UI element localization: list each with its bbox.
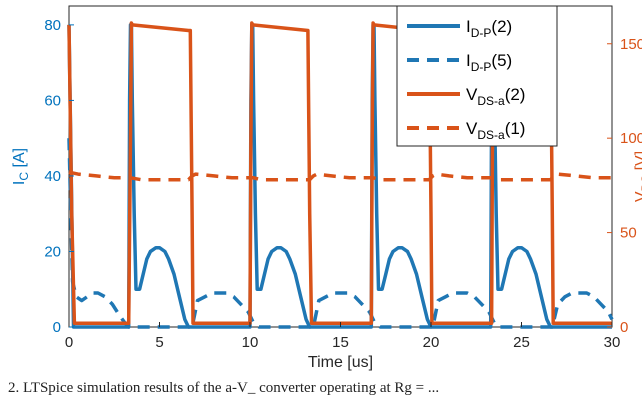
- left-y-tick-label: 80: [44, 17, 61, 34]
- right-y-tick-label: 100: [620, 130, 642, 147]
- x-tick-label: 30: [604, 334, 621, 351]
- legend-entry-id-p-5: ID-P(5): [407, 51, 512, 74]
- legend-label-id-p-2: ID-P(2): [466, 17, 512, 40]
- x-tick-label: 5: [155, 334, 163, 351]
- left-y-axis-label-main: I: [11, 181, 28, 185]
- legend-label-id-p-5: ID-P(5): [466, 51, 512, 74]
- right-y-tick-label: 150: [620, 36, 642, 53]
- x-tick-label: 10: [242, 334, 259, 351]
- right-y-tick-label: 0: [620, 319, 628, 336]
- legend-entry-id-p-2: ID-P(2): [407, 17, 512, 40]
- series-line-i-d-p-5: [67, 138, 614, 329]
- series-line-i-d-p-2: [67, 23, 612, 329]
- left-y-tick-label: 40: [44, 168, 61, 185]
- figure-caption: 2. LTSpice simulation results of the a-V…: [8, 380, 439, 396]
- right-y-axis-label: VDS [V]: [633, 151, 642, 202]
- legend-entry-vds-a-1: VDS-a(1): [407, 119, 525, 142]
- x-axis: 0 5 10 15 20 25 30: [65, 322, 621, 351]
- left-y-axis-label-sub: C: [17, 172, 31, 181]
- x-tick-label: 25: [513, 334, 530, 351]
- legend: ID-P(2) ID-P(5) VDS-a(2) VDS-a(1): [396, 5, 558, 147]
- x-tick-label: 15: [332, 334, 349, 351]
- legend-box: [396, 5, 558, 147]
- left-y-axis-label-unit: [A]: [11, 148, 28, 172]
- left-y-axis-label: IC [A]: [11, 148, 31, 185]
- legend-entry-vds-a-2: VDS-a(2): [407, 85, 525, 108]
- x-tick-label: 0: [65, 334, 73, 351]
- series-line-v-ds-a-2: [67, 21, 612, 325]
- x-tick-label: 20: [423, 334, 440, 351]
- left-y-axis: 0 20 40 60 80: [44, 17, 74, 336]
- right-y-axis-label-main: V: [633, 191, 642, 202]
- right-y-axis: 0 50 100 150: [607, 36, 642, 336]
- legend-label-vds-a-2: VDS-a(2): [466, 85, 525, 108]
- right-y-axis-label-unit: [V]: [633, 151, 642, 175]
- right-y-tick-label: 50: [620, 225, 637, 242]
- left-y-tick-label: 20: [44, 243, 61, 260]
- legend-label-vds-a-1: VDS-a(1): [466, 119, 525, 142]
- series-layer: [67, 21, 614, 329]
- series-line-v-ds-a-1: [68, 170, 612, 182]
- left-y-tick-label: 0: [53, 319, 61, 336]
- x-axis-label: Time [us]: [308, 354, 373, 371]
- right-y-axis-label-sub: DS: [639, 175, 642, 192]
- left-y-tick-label: 60: [44, 92, 61, 109]
